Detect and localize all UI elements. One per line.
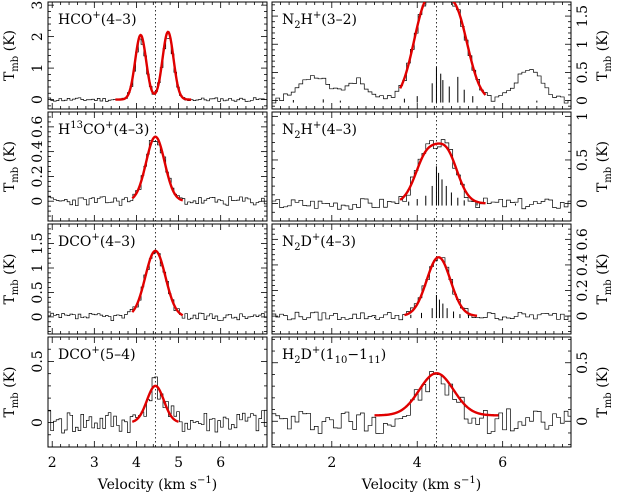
y-tick-label: 1 (575, 40, 591, 49)
observed-spectrum (272, 257, 571, 321)
panel-frame (47, 336, 268, 448)
y-tick-label: 0.5 (30, 350, 46, 372)
fit-curve (374, 372, 499, 417)
y-axis-label: Tmb (K) (2, 253, 21, 304)
x-tick-label: 6 (216, 455, 225, 471)
y-tick-label: 0.2 (30, 165, 46, 187)
fit-curve (399, 2, 487, 96)
y-tick-label: 0.5 (575, 352, 591, 374)
panel-dco-5-4: 0 0.5 Tmb (K) DCO+(5–4) (2, 336, 268, 448)
panel-h13co-4-3: 0 0.2 0.4 0.6 Tmb (K) H13CO+(4–3) (2, 111, 268, 222)
x-tick-label: 3 (90, 455, 99, 471)
y-axis-label: Tmb (K) (2, 30, 21, 81)
y-axis-label: Tmb (K) (2, 141, 21, 192)
y-tick-label: 0 (30, 95, 46, 104)
observed-spectrum (272, 139, 571, 210)
y-tick-label: 1 (30, 264, 46, 273)
transition-label: DCO+(4–3) (58, 232, 136, 250)
x-axis-labels: 2 3 4 5 6 Velocity (km s−1) 2 4 6 Velocity (km s−… (48, 455, 507, 493)
x-axis-title: Velocity (km s−1) (361, 475, 481, 493)
y-axis-label: Tmb (K) (595, 141, 614, 192)
y-tick-label: 0.6 (30, 116, 46, 138)
panel-frame (271, 111, 572, 222)
y-tick-label: 0.2 (575, 279, 591, 301)
y-tick-label: 3 (30, 1, 46, 10)
fit-curve (131, 384, 179, 423)
y-tick-label: 0 (30, 312, 46, 321)
y-axis-label: Tmb (K) (595, 30, 614, 81)
panel-n2h-4-3: 0 0.5 1 Tmb (K) N2H+(4–3) (271, 111, 614, 222)
panel-frame (271, 336, 572, 448)
transition-label: N2D+(4–3) (282, 232, 356, 253)
fit-curve (404, 256, 478, 317)
y-tick-label: 1 (30, 64, 46, 73)
fit-curve (131, 249, 184, 317)
fit-curve (131, 135, 184, 202)
x-tick-label: 2 (48, 455, 57, 471)
transition-label: N2H+(4–3) (282, 120, 357, 141)
y-axis-label: Tmb (K) (2, 366, 21, 417)
x-tick-label: 5 (174, 455, 183, 471)
y-tick-label: 0.4 (575, 254, 591, 276)
observed-spectrum (48, 376, 267, 434)
observed-spectrum (272, 371, 571, 434)
panel-frame (47, 223, 268, 335)
y-tick-label: 1 (575, 112, 591, 121)
y-tick-label: 0 (30, 418, 46, 427)
panel-dco-4-3: 0 0.5 1 1.5 Tmb (K) DCO+(4–3) (2, 223, 268, 335)
y-axis-label: Tmb (K) (595, 366, 614, 417)
transition-label: DCO+(5–4) (58, 345, 136, 363)
y-tick-label: 0.5 (30, 281, 46, 303)
x-tick-label: 4 (132, 455, 141, 471)
x-tick-label: 2 (327, 455, 336, 471)
y-tick-label: 1.5 (575, 5, 591, 27)
y-tick-label: 0 (575, 199, 591, 208)
panel-hco-4-3: 0 1 2 3 Tmb (K) HCO+(4–3) (2, 1, 268, 110)
x-tick-label: 4 (413, 455, 422, 471)
y-tick-label: 2 (30, 32, 46, 41)
fit-curve (399, 142, 486, 205)
y-tick-label: 0 (575, 96, 591, 105)
y-tick-label: 0.6 (575, 228, 591, 250)
y-tick-label: 0 (30, 197, 46, 206)
y-tick-label: 0.5 (575, 61, 591, 83)
x-tick-label: 6 (498, 455, 507, 471)
y-tick-label: 0 (575, 312, 591, 321)
observed-spectrum (48, 139, 267, 207)
transition-label: H13CO+(4–3) (58, 120, 149, 138)
observed-spectrum (48, 251, 267, 321)
y-tick-label: 0.5 (575, 149, 591, 171)
transition-label: HCO+(4–3) (58, 10, 137, 28)
x-axis-title: Velocity (km s−1) (97, 475, 217, 493)
y-tick-label: 1.5 (30, 232, 46, 254)
y-tick-label: 0 (575, 417, 591, 426)
panel-frame (271, 223, 572, 335)
fit-curve (115, 30, 192, 101)
transition-label: H2D+(110−111) (282, 345, 386, 366)
transition-label: N2H+(3–2) (282, 10, 357, 31)
y-axis-label: Tmb (K) (595, 253, 614, 304)
y-tick-label: 0.4 (30, 140, 46, 162)
